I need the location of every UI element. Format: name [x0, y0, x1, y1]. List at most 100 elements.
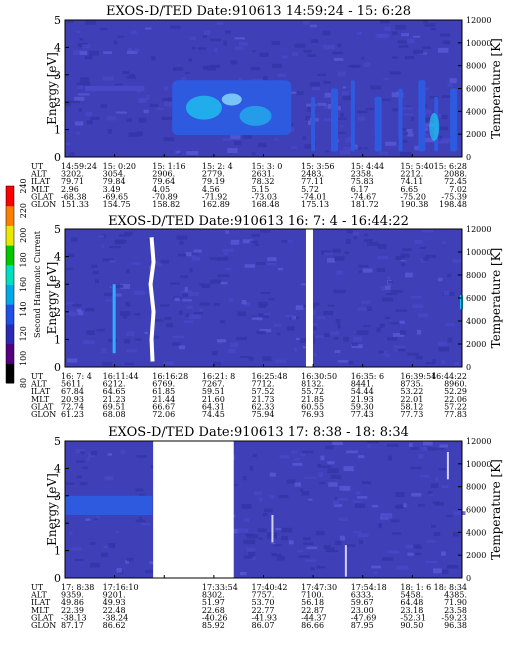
ephemeris-value: 66.67 — [152, 402, 175, 411]
row-label-mlt: MLT — [31, 395, 50, 404]
time-ticks — [64, 364, 463, 367]
ephemeris-value: 2088. — [444, 170, 467, 179]
data-gap — [305, 229, 313, 367]
ephemeris-value: 7267. — [202, 380, 225, 389]
ephemeris-value: 17: 8:38 — [61, 583, 94, 592]
ephemeris-value: -75.39 — [441, 192, 467, 201]
colorbar-segment — [6, 264, 14, 285]
temperature-tick-label: 10000 — [466, 248, 491, 257]
panel-3: EXOS-D/TED Date:910613 17: 8:38 - 18: 8:… — [30, 425, 503, 630]
ephemeris-value: 15: 2: 4 — [202, 162, 233, 171]
row-label-alt: ALT — [30, 380, 47, 389]
colorbar-segment — [6, 323, 14, 345]
ephemeris-value: 8302. — [202, 591, 225, 600]
ephemeris-value: 86.62 — [103, 621, 126, 630]
ephemeris-value: 15: 1:16 — [152, 162, 185, 171]
ephemeris-value: 16:16:28 — [152, 372, 188, 381]
ephemeris-value: 181.72 — [351, 200, 379, 209]
ephemeris-value: 86.66 — [301, 621, 324, 630]
panel-1: EXOS-D/TED Date:910613 14:59:24 - 15: 6:… — [30, 4, 503, 209]
colorbar-segment — [6, 363, 14, 384]
ephemeris-value: 17:40:42 — [252, 583, 288, 592]
panel-title: EXOS-D/TED Date:910613 16: 7: 4 - 16:44:… — [108, 214, 409, 229]
ephemeris-value: 8441. — [351, 380, 374, 389]
ephemeris-value: 57.52 — [252, 387, 275, 396]
ephemeris-value: 96.38 — [444, 621, 467, 630]
energy-tick-label: 5 — [54, 435, 61, 448]
ephemeris-value: 61.23 — [61, 410, 84, 419]
ephemeris-value: 79.19 — [202, 177, 225, 186]
colorbar-segment — [6, 205, 14, 226]
ephemeris-value: 7757. — [252, 591, 275, 600]
energy-tick-label: 4 — [54, 251, 61, 264]
ephemeris-value: 4.05 — [152, 185, 170, 194]
ephemeris-value: 23.18 — [400, 606, 423, 615]
ephemeris-value: 6333. — [351, 591, 374, 600]
ephemeris-value: 3054. — [103, 170, 126, 179]
colorbar-tick-label: 180 — [19, 252, 28, 267]
colorbar-tick-label: 120 — [19, 326, 28, 341]
ephemeris-value: -41.93 — [252, 613, 278, 622]
ephemeris-value: 79.84 — [103, 177, 126, 186]
ephemeris-value: 8960. — [444, 380, 467, 389]
ephemeris-value: 72.45 — [444, 177, 467, 186]
spectrogram-texture — [65, 229, 461, 366]
colorbar-segment — [6, 304, 14, 325]
ephemeris-value: 2483. — [301, 170, 324, 179]
colorbar-tick-label: 80 — [19, 378, 28, 388]
ephemeris-value: 16:44:22 — [431, 372, 467, 381]
ephemeris-value: 52.29 — [444, 387, 467, 396]
ephemeris-value: 15: 0:20 — [103, 162, 136, 171]
ephemeris-value: 17:33:54 — [202, 583, 238, 592]
ephemeris-value: 71.90 — [444, 598, 467, 607]
ephemeris-value: 53.22 — [400, 387, 423, 396]
ephemeris-value: 55.72 — [301, 387, 324, 396]
low-energy-band — [65, 495, 153, 515]
ephemeris-value: 22.39 — [61, 606, 84, 615]
temperature-tick-label: 6000 — [466, 85, 486, 94]
ephemeris-table: UT 16: 7: 4 16:11:44 16:16:28 16:21: 8 16:25:… — [30, 372, 467, 419]
energy-tick-label: 0 — [54, 151, 61, 164]
ephemeris-value: 8735. — [400, 380, 423, 389]
ephemeris-value: 16: 7: 4 — [61, 372, 92, 381]
ephemeris-value: 8132. — [301, 380, 324, 389]
ephemeris-value: -70.89 — [152, 192, 178, 201]
energy-axis: 0 1 2 3 4 5 — [54, 14, 69, 164]
colorbar-segment — [6, 186, 14, 207]
energy-tick-label: 0 — [54, 361, 61, 374]
temperature-tick-label: 10000 — [466, 460, 491, 469]
ephemeris-value: 2212. — [400, 170, 423, 179]
ephemeris-value: 175.13 — [301, 200, 329, 209]
ephemeris-value: 64.48 — [400, 598, 423, 607]
ephemeris-value: 79.64 — [152, 177, 175, 186]
ephemeris-value: 74.11 — [400, 177, 423, 186]
ephemeris-value: -73.03 — [252, 192, 278, 201]
ephemeris-value: 6212. — [103, 380, 126, 389]
ephemeris-value: 16:25:48 — [252, 372, 288, 381]
temperature-axis-label: Temperature [K] — [489, 248, 503, 349]
energy-axis: 0 1 2 3 4 5 — [54, 435, 69, 585]
energy-tick-label: 0 — [54, 572, 61, 585]
time-ticks — [64, 154, 463, 157]
ephemeris-value: 51.97 — [202, 598, 225, 607]
ephemeris-value: 2906. — [152, 170, 175, 179]
ephemeris-value: 53.70 — [252, 598, 275, 607]
ephemeris-value: -71.92 — [202, 192, 228, 201]
ephemeris-value: 15: 6:28 — [434, 162, 467, 171]
colorbar-segment — [6, 284, 14, 305]
ephemeris-value: 16:21: 8 — [202, 372, 235, 381]
ephemeris-value: 3.49 — [103, 185, 121, 194]
ephemeris-value: 90.50 — [400, 621, 423, 630]
temperature-tick-label: 6000 — [466, 294, 486, 303]
ephemeris-value: 18: 1: 6 — [400, 583, 431, 592]
ephemeris-value: 21.85 — [301, 395, 324, 404]
temperature-tick-label: 2000 — [466, 340, 486, 349]
ephemeris-value: 16:30:50 — [301, 372, 337, 381]
colorbar-label: Second Harmonic Current — [33, 230, 42, 338]
ephemeris-value: 49.86 — [61, 598, 84, 607]
temperature-tick-label: 8000 — [466, 483, 486, 492]
ephemeris-value: 22.01 — [400, 395, 423, 404]
ephemeris-value: 58.12 — [400, 402, 423, 411]
row-label-alt: ALT — [30, 591, 47, 600]
ephemeris-value: 59.30 — [351, 402, 374, 411]
